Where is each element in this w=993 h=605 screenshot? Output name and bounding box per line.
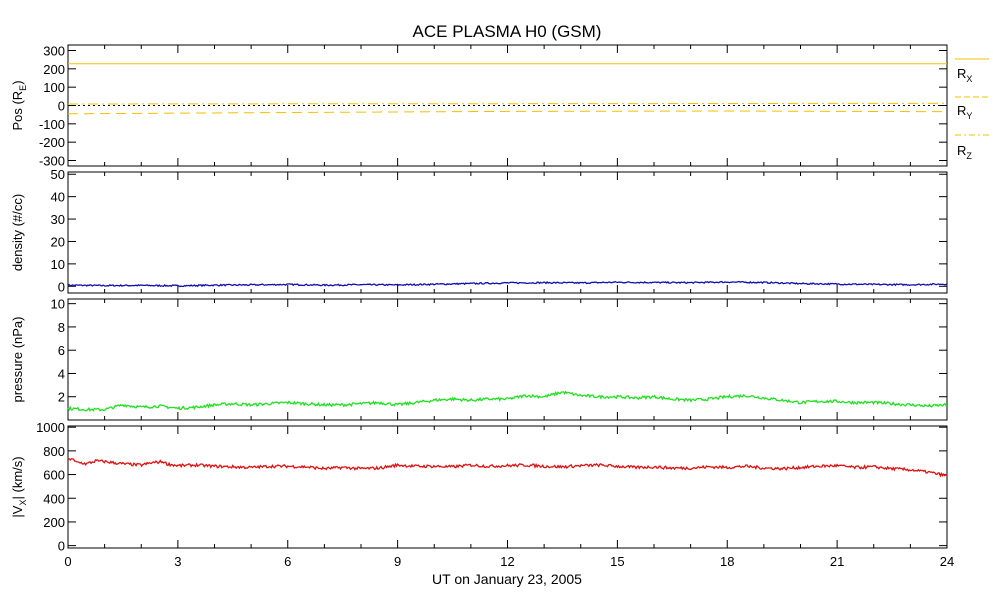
y-tick-label: -100 [39,117,65,132]
x-tick-label: 0 [64,554,71,569]
y-tick-label: 600 [43,468,65,483]
y-tick-label: 100 [43,80,65,95]
chart-title: ACE PLASMA H0 (GSM) [413,22,602,41]
x-tick-label: 15 [610,554,624,569]
panel-frame-vx [67,425,948,549]
series-line-pos-1 [67,110,948,115]
y-tick-label: 40 [51,190,65,205]
y-tick-label: 50 [51,167,65,182]
y-axis-label-pos: Pos (RE) [10,80,28,130]
x-tick-label: 24 [940,554,954,569]
y-tick-label: 800 [43,444,65,459]
y-axis-label-pressure: pressure (nPa) [10,317,25,403]
x-tick-label: 21 [830,554,844,569]
y-tick-label: 1000 [36,420,65,435]
y-tick-label: 200 [43,515,65,530]
y-tick-label: 0 [58,539,65,554]
y-tick-label: 10 [51,257,65,272]
series-line-density-0 [67,280,948,288]
y-tick-label: 30 [51,212,65,227]
series-line-pos-2 [67,102,948,105]
y-tick-label: -300 [39,154,65,169]
x-tick-label: 3 [174,554,181,569]
y-axis-label-vx: |VX| (km/s) [10,456,28,517]
x-tick-label: 18 [720,554,734,569]
panel-vx: 1000 800 600 400 200 0 |VX| (km/s) [10,420,948,554]
y-tick-label: -200 [39,135,65,150]
panel-pressure: 10 8 6 4 2 pressure (nPa) [10,297,948,421]
y-tick-label: 0 [58,279,65,294]
legend-label-0: RX [957,66,972,84]
y-tick-label: 6 [58,343,65,358]
y-axis-label-density: density (#/cc) [10,194,25,271]
series-line-pressure-0 [67,390,948,412]
x-tick-label: 12 [500,554,514,569]
legend-label-1: RY [957,103,972,121]
legend-label-2: RZ [957,143,972,161]
x-axis-label: UT on January 23, 2005 [432,571,582,587]
series-line-vx-0 [67,458,948,478]
panel-pos: 300 200 100 0 -100 -200 -300 Pos (RE) RX RY RZ [10,44,989,169]
panel-density: 50 40 30 20 10 0 density (#/cc) [10,167,948,294]
y-tick-label: 300 [43,44,65,59]
y-tick-label: 400 [43,491,65,506]
y-tick-label: 20 [51,234,65,249]
x-tick-label: 6 [284,554,291,569]
y-tick-label: 4 [58,366,65,381]
panel-frame-density [67,171,948,294]
y-tick-label: 2 [58,390,65,405]
y-tick-label: 8 [58,320,65,335]
y-tick-label: 0 [58,99,65,114]
y-tick-label: 200 [43,62,65,77]
x-tick-label: 9 [394,554,401,569]
y-tick-label: 10 [51,297,65,312]
